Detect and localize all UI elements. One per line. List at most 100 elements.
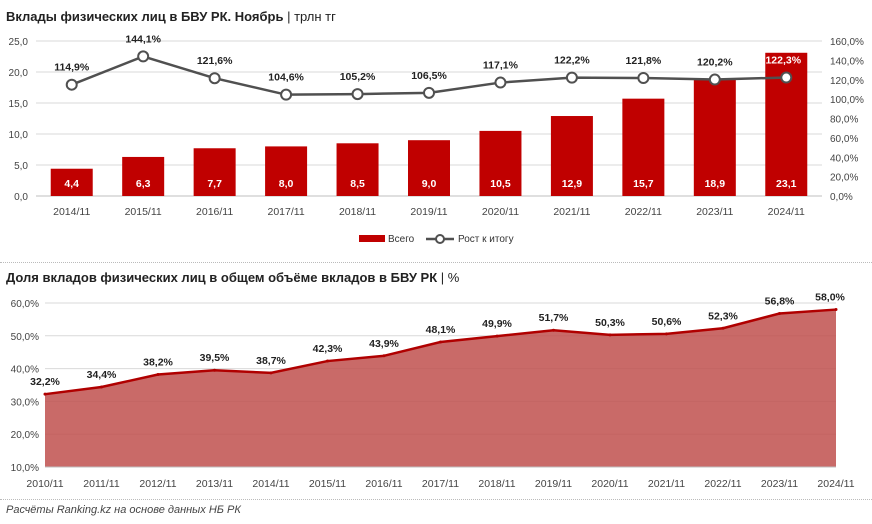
y-right-tick-label: 160,0% <box>830 37 864 48</box>
area-point <box>326 359 329 363</box>
x-tick-label: 2021/11 <box>553 206 590 218</box>
area-value-label: 51,7% <box>539 312 569 324</box>
area-value-label: 49,9% <box>482 318 512 330</box>
y-left-tick-label: 25,0 <box>9 37 29 48</box>
x-tick-label: 2012/11 <box>139 478 176 490</box>
line-point <box>708 73 721 86</box>
deposits-combo-chart: 0,0 5,0 10,0 15,0 20,0 25,0 0,0% 20,0% 40,0% 60,0… <box>9 33 864 245</box>
area-point <box>382 354 386 358</box>
x-tick-label: 2013/11 <box>196 478 233 490</box>
area-value-label: 52,3% <box>708 310 738 322</box>
area-value-label: 38,2% <box>143 357 173 369</box>
bar-value-label: 10,5 <box>490 178 511 190</box>
x-tick-label: 2022/11 <box>625 206 662 218</box>
area-value-label: 39,5% <box>200 352 230 364</box>
bar-value-label: 15,7 <box>633 178 654 190</box>
x-tick-label: 2024/11 <box>817 478 854 490</box>
bar <box>693 78 736 196</box>
line-value-label: 121,6% <box>197 55 233 67</box>
x-tick-label: 2014/11 <box>53 206 90 218</box>
area-point <box>156 373 160 377</box>
chart2-unit: % <box>447 270 460 285</box>
y-left-tick-label: 10,0 <box>9 130 29 141</box>
y-right-tick-label: 140,0% <box>830 56 864 67</box>
legend-label-growth: Рост к итогу <box>458 234 514 245</box>
area-point <box>608 333 612 337</box>
x-tick-label: 2020/11 <box>591 478 628 490</box>
line-value-label: 106,5% <box>411 70 447 82</box>
line-value-label: 144,1% <box>125 33 161 45</box>
y-right-tick-label: 120,0% <box>830 76 864 87</box>
chart2-title-separator: | <box>440 270 448 285</box>
bar-value-label: 9,0 <box>422 178 437 190</box>
y-right-tick-label: 0,0% <box>830 192 853 203</box>
share-area-chart: 10,0% 20,0% 30,0% 40,0% 50,0% 60,0% 32,2% 34,4%… <box>11 292 855 490</box>
line-point <box>65 78 78 91</box>
x-tick-label: 2018/11 <box>478 478 515 490</box>
legend-swatch-bar <box>359 235 385 242</box>
bar-value-label: 23,1 <box>776 178 797 190</box>
x-tick-label: 2015/11 <box>125 206 162 218</box>
area-point <box>778 311 781 315</box>
area-value-label: 34,4% <box>87 369 117 381</box>
area-point <box>100 385 103 389</box>
line-value-label: 122,2% <box>554 55 590 67</box>
line-value-label: 114,9% <box>54 62 90 74</box>
chart1-title: Вклады физических лиц в БВУ РК. Ноябрь |… <box>6 9 336 24</box>
x-tick-label: 2019/11 <box>535 478 572 490</box>
line-value-label: 122,3% <box>765 55 801 67</box>
area-point <box>834 308 838 312</box>
line-point <box>637 72 650 85</box>
line-value-label: 117,1% <box>483 60 519 72</box>
bar <box>122 156 165 196</box>
bar-value-label: 8,5 <box>350 178 365 190</box>
x-tick-label: 2017/11 <box>422 478 459 490</box>
chart-divider <box>0 262 872 263</box>
y-tick-label: 20,0% <box>11 430 39 441</box>
x-tick-label: 2015/11 <box>309 478 346 490</box>
bar <box>622 98 665 196</box>
y-left-tick-label: 5,0 <box>14 161 28 172</box>
area-point <box>439 340 442 344</box>
area-point <box>665 332 668 336</box>
x-tick-label: 2011/11 <box>83 478 120 490</box>
x-tick-label: 2023/11 <box>696 206 733 218</box>
chart2-title-text: Доля вкладов физических лиц в общем объё… <box>6 270 438 285</box>
area-point <box>213 368 216 372</box>
x-tick-label: 2014/11 <box>252 478 289 490</box>
bar-value-label: 6,3 <box>136 178 151 190</box>
area-value-label: 32,2% <box>30 376 60 388</box>
x-tick-label: 2024/11 <box>768 206 805 218</box>
line-point <box>780 71 793 84</box>
bar <box>550 116 593 196</box>
line-value-label: 121,8% <box>626 55 662 67</box>
chart1-unit: трлн тг <box>294 9 336 24</box>
y-tick-label: 60,0% <box>11 299 39 310</box>
y-tick-label: 50,0% <box>11 332 39 343</box>
y-tick-label: 40,0% <box>11 365 39 376</box>
bar <box>408 140 450 196</box>
bar <box>479 130 522 196</box>
area-point <box>43 392 47 396</box>
x-tick-label: 2022/11 <box>704 478 741 490</box>
legend-swatch-marker <box>435 234 445 244</box>
y-left-tick-label: 20,0 <box>9 68 29 79</box>
footer-divider <box>0 499 872 500</box>
area-fill <box>45 309 836 467</box>
y-left-tick-label: 15,0 <box>9 99 29 110</box>
line-point <box>208 72 221 85</box>
line-point <box>494 76 507 89</box>
y-right-tick-label: 100,0% <box>830 95 864 106</box>
area-point <box>552 328 555 332</box>
x-tick-label: 2017/11 <box>267 206 304 218</box>
bar <box>193 148 236 196</box>
chart1-title-text: Вклады физических лиц в БВУ РК. Ноябрь <box>6 9 284 24</box>
y-tick-label: 10,0% <box>11 463 39 474</box>
x-tick-label: 2010/11 <box>26 478 63 490</box>
area-point <box>495 334 499 338</box>
line-value-label: 120,2% <box>697 57 733 69</box>
y-right-tick-label: 40,0% <box>830 153 858 164</box>
x-tick-label: 2016/11 <box>365 478 402 490</box>
y-left-tick-label: 0,0 <box>14 192 28 203</box>
chart1-title-separator: | <box>287 9 295 24</box>
